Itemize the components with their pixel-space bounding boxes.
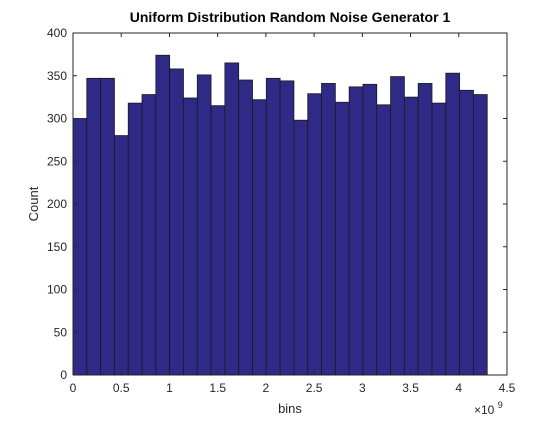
y-tick-label: 300 [47, 112, 67, 126]
ticks-layer: 0 0.5 1 1.5 2 2.5 3 3.5 4 4.5 0 50 100 150 200 250 300 35… [47, 26, 516, 395]
x-tick-label: 0 [70, 381, 77, 395]
histogram-bar [473, 94, 488, 376]
histogram-bar [224, 62, 240, 376]
x-axis-exponent-power: 9 [498, 400, 503, 410]
bars-layer [72, 54, 488, 376]
histogram-bar [114, 135, 129, 376]
histogram-bar [390, 76, 405, 376]
histogram-bar [417, 83, 433, 376]
histogram-bar [293, 119, 309, 376]
y-tick-label: 400 [47, 26, 67, 40]
y-tick-label: 250 [47, 154, 67, 168]
x-tick-label: 4 [455, 381, 462, 395]
y-tick-label: 350 [47, 69, 67, 83]
histogram-bar [362, 83, 378, 376]
x-tick-label: 3 [359, 381, 366, 395]
histogram-bar [459, 89, 474, 376]
histogram-bar [279, 80, 295, 376]
x-tick-label: 1.5 [209, 381, 226, 395]
histogram-bar [431, 102, 447, 376]
y-tick-label: 100 [47, 283, 67, 297]
histogram-bar [376, 104, 391, 376]
x-tick-label: 3.5 [402, 381, 419, 395]
x-tick-label: 2 [263, 381, 270, 395]
histogram-bar [169, 68, 184, 376]
histogram-bar [196, 74, 212, 376]
histogram-bar [155, 54, 171, 376]
histogram-bar [252, 99, 267, 376]
y-tick-label: 50 [54, 325, 68, 339]
histogram-bar [403, 96, 419, 376]
histogram-bar [141, 94, 157, 376]
x-tick-label: 0.5 [113, 381, 130, 395]
histogram-bar [445, 72, 461, 376]
chart-title: Uniform Distribution Random Noise Genera… [130, 9, 451, 25]
y-tick-label: 200 [47, 197, 67, 211]
histogram-bar [307, 93, 322, 376]
x-axis-exponent: ×10 9 [474, 400, 503, 417]
y-axis-label: Count [26, 186, 41, 221]
histogram-bar [265, 77, 281, 376]
histogram-bar [127, 102, 143, 376]
x-tick-label: 4.5 [499, 381, 516, 395]
y-tick-label: 0 [60, 368, 67, 382]
histogram-bar [86, 77, 102, 376]
histogram-bar [238, 79, 253, 376]
x-axis-exponent-base: ×10 [474, 403, 495, 417]
histogram-bar [100, 77, 115, 376]
histogram-bar [348, 86, 364, 376]
histogram-bar [321, 83, 336, 376]
x-axis-label: bins [278, 401, 302, 416]
x-tick-label: 1 [166, 381, 173, 395]
histogram-bar [183, 97, 198, 376]
y-tick-label: 150 [47, 240, 67, 254]
histogram-bar [210, 105, 226, 376]
x-tick-label: 2.5 [306, 381, 323, 395]
histogram-bar [334, 101, 350, 376]
